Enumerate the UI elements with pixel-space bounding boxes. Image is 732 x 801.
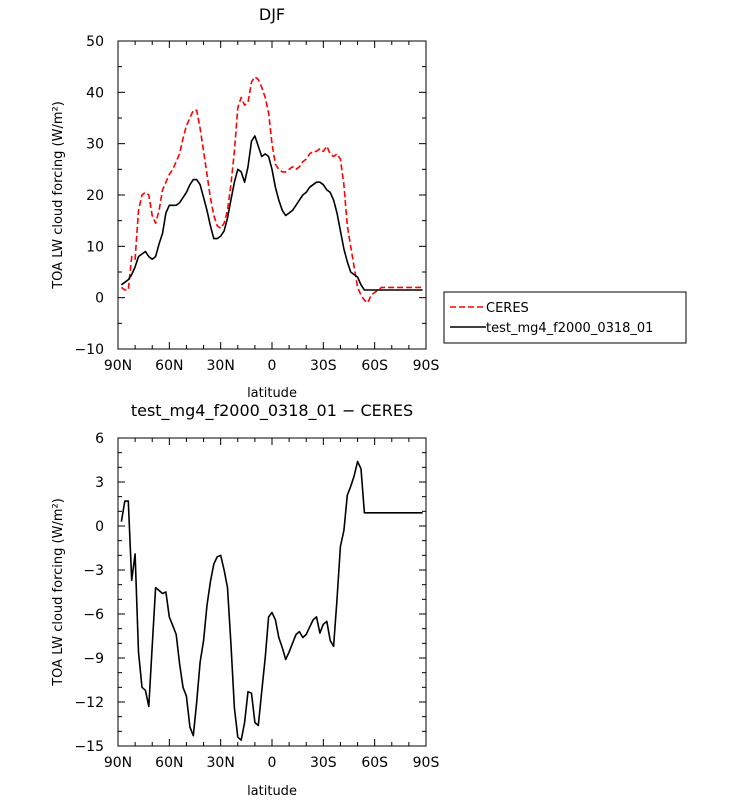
- bottom-y-tick-label: 0: [95, 519, 104, 535]
- top-x-tick-label: 60N: [155, 358, 183, 374]
- bottom-y-tick-label: 3: [95, 475, 104, 491]
- bottom-x-axis-label: latitude: [247, 784, 297, 799]
- bottom-y-tick-label: −12: [74, 695, 104, 711]
- top-y-tick-label: 40: [86, 85, 104, 101]
- bottom-chart-title: test_mg4_f2000_0318_01 − CERES: [131, 401, 413, 421]
- legend-model-label: test_mg4_f2000_0318_01: [486, 321, 653, 336]
- bottom-x-tick-label: 90S: [413, 755, 440, 771]
- top-chart: DJF 90N 60N 30N 0 30S 60S 90S −10 0 10 20 30 40 50 la…: [51, 5, 439, 401]
- legend-ceres-label: CERES: [486, 301, 529, 316]
- legend-box: [443, 291, 687, 344]
- bottom-series-layer: [120, 460, 423, 741]
- bottom-x-tick-label: 30N: [207, 755, 235, 771]
- top-y-tick-label: 10: [86, 239, 104, 255]
- top-x-tick-label: 30S: [310, 358, 337, 374]
- bottom-x-tick-label: 60S: [361, 755, 388, 771]
- top-x-axis-label: latitude: [247, 386, 297, 401]
- top-x-tick-label: 90N: [104, 358, 132, 374]
- top-chart-title: DJF: [259, 5, 285, 24]
- bottom-y-tick-label: 6: [95, 431, 104, 447]
- bottom-series-line-0: [120, 460, 423, 741]
- top-x-tick-label: 60S: [361, 358, 388, 374]
- bottom-x-tick-label: 0: [268, 755, 277, 771]
- top-series-line-test-mg4-f2000-0318-01: [120, 135, 423, 291]
- top-x-tick-label: 30N: [207, 358, 235, 374]
- bottom-y-tick-label: −6: [83, 607, 104, 623]
- top-y-axis-label: TOA LW cloud forcing (W/m²): [51, 101, 66, 290]
- bottom-y-tick-label: −9: [83, 651, 104, 667]
- bottom-axes: 90N 60N 30N 0 30S 60S 90S −15 −12 −9 −6 −3 0 3 6: [74, 431, 439, 771]
- top-y-tick-label: 20: [86, 188, 104, 204]
- top-y-tick-label: −10: [74, 342, 104, 358]
- bottom-x-tick-label: 90N: [104, 755, 132, 771]
- top-x-tick-label: 0: [268, 358, 277, 374]
- top-axes: 90N 60N 30N 0 30S 60S 90S −10 0 10 20 30 40 50: [74, 34, 439, 374]
- legend: CERES test_mg4_f2000_0318_01: [443, 291, 687, 344]
- top-x-tick-label: 90S: [413, 358, 440, 374]
- top-y-tick-label: 0: [95, 291, 104, 307]
- bottom-y-tick-label: −15: [74, 739, 104, 755]
- bottom-x-tick-label: 60N: [155, 755, 183, 771]
- top-series-layer: [120, 76, 423, 304]
- top-plot-frame: [117, 40, 427, 350]
- bottom-y-tick-label: −3: [83, 563, 104, 579]
- top-y-tick-label: 50: [86, 34, 104, 50]
- top-series-line-ceres: [120, 76, 423, 304]
- bottom-x-tick-label: 30S: [310, 755, 337, 771]
- bottom-y-axis-label: TOA LW cloud forcing (W/m²): [51, 498, 66, 687]
- top-y-tick-label: 30: [86, 137, 104, 153]
- bottom-chart: test_mg4_f2000_0318_01 − CERES 90N 60N 30N…: [51, 401, 439, 799]
